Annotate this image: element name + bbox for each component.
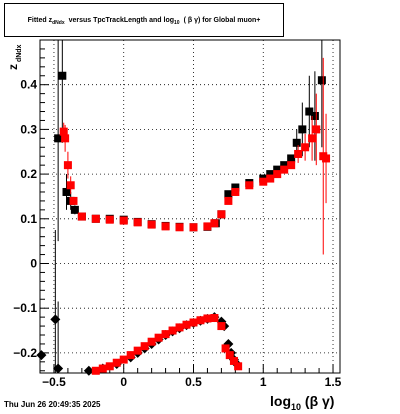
- y-tick-label: 0.3: [20, 122, 37, 136]
- data-point-red: [154, 333, 163, 342]
- data-point-red: [140, 342, 149, 351]
- data-point-red: [168, 326, 177, 335]
- data-point-red: [308, 134, 317, 143]
- data-point-red: [229, 356, 238, 365]
- data-point-red: [182, 320, 191, 329]
- y-axis-label: z dNdx: [6, 44, 23, 70]
- data-point-red: [91, 214, 100, 223]
- data-point-red: [225, 351, 234, 360]
- data-point-red: [119, 216, 128, 225]
- data-point-red: [112, 358, 121, 367]
- data-point-black: [62, 187, 71, 196]
- y-tick-label: 0: [30, 256, 37, 270]
- data-point-red: [105, 362, 114, 371]
- y-tick-label: −0.2: [13, 346, 37, 360]
- data-point-red: [196, 316, 205, 325]
- x-tick-label: −0.5: [42, 375, 66, 389]
- data-point-red: [133, 218, 142, 227]
- data-point-red: [133, 346, 142, 355]
- title-log-subscript: 10: [174, 20, 180, 26]
- data-point-red: [301, 143, 310, 152]
- x-axis-label: log10 (β γ): [270, 393, 335, 412]
- data-point-red: [161, 330, 170, 339]
- data-point-red: [234, 362, 243, 371]
- data-point-red: [69, 196, 78, 205]
- data-point-red: [210, 314, 219, 323]
- data-point-black: [231, 183, 240, 192]
- data-point-red: [147, 337, 156, 346]
- data-point-black: [273, 165, 282, 174]
- data-point-red: [224, 196, 233, 205]
- data-point-red: [203, 222, 212, 231]
- data-point-red: [63, 161, 72, 170]
- chart-title-box: Fitted z dNdx versus TpcTrackLength and …: [4, 3, 284, 37]
- y-tick-label: −0.1: [13, 301, 37, 315]
- data-point-red: [217, 210, 226, 219]
- data-point-red: [59, 127, 68, 136]
- x-axis-label-tail: (β γ): [304, 393, 335, 409]
- data-point-red: [147, 220, 156, 229]
- x-tick-label: 1: [260, 375, 267, 389]
- data-point-red: [91, 366, 100, 375]
- y-tick-label: 0.2: [20, 167, 37, 181]
- data-point-black: [305, 107, 314, 116]
- data-point-black: [292, 138, 301, 147]
- y-tick-label: 0.1: [20, 212, 37, 226]
- data-point-red: [189, 318, 198, 327]
- data-point-red: [66, 181, 75, 190]
- data-point-red: [287, 161, 296, 170]
- data-point-red: [77, 212, 86, 221]
- y-tick-label: 0.4: [20, 78, 37, 92]
- x-tick-label: 1.5: [325, 375, 342, 389]
- x-tick-label: 0.5: [185, 375, 202, 389]
- data-point-red: [175, 223, 184, 232]
- data-point-red: [119, 355, 128, 364]
- data-point-red: [161, 222, 170, 231]
- data-point-red: [189, 223, 198, 232]
- data-point-black: [266, 170, 275, 179]
- data-point-diamond: [83, 365, 94, 376]
- x-axis-label-main: log: [270, 393, 291, 409]
- title-suffix: ( β γ) for Global muon+: [183, 16, 261, 24]
- data-point-diamond: [36, 350, 47, 361]
- plot-frame: [39, 39, 341, 374]
- data-point-red: [245, 181, 254, 190]
- data-point-red: [259, 177, 268, 186]
- data-point-red: [221, 344, 230, 353]
- title-prefix: Fitted z: [27, 16, 53, 24]
- data-point-black: [310, 111, 319, 120]
- data-point-red: [294, 149, 303, 158]
- x-axis-label-sub: 10: [291, 402, 302, 412]
- data-point-black: [298, 125, 307, 134]
- data-point-red: [105, 215, 114, 224]
- x-tick-label: 0: [120, 375, 127, 389]
- title-z-subscript: dNdx: [52, 20, 65, 26]
- data-point-red: [61, 134, 70, 143]
- data-point-red: [210, 219, 219, 228]
- timestamp-footer: Thu Jun 26 20:49:35 2025: [4, 400, 101, 409]
- data-point-red: [312, 125, 321, 134]
- data-point-red: [217, 322, 226, 331]
- data-point-red: [322, 154, 331, 163]
- data-point-red: [231, 187, 240, 196]
- data-point-red: [280, 165, 289, 174]
- data-point-black: [70, 205, 79, 214]
- data-point-red: [266, 174, 275, 183]
- data-point-black: [224, 190, 233, 199]
- data-point-diamond: [53, 363, 64, 374]
- data-point-red: [126, 351, 135, 360]
- data-point-black: [280, 161, 289, 170]
- data-point-black: [287, 154, 296, 163]
- data-point-black: [54, 134, 63, 143]
- data-point-black: [58, 71, 67, 80]
- data-point-red: [175, 323, 184, 332]
- data-point-black: [317, 76, 326, 85]
- data-point-red: [273, 170, 282, 179]
- data-point-red: [98, 364, 107, 373]
- data-point-red: [203, 314, 212, 323]
- title-mid: versus TpcTrackLength and log: [68, 16, 175, 24]
